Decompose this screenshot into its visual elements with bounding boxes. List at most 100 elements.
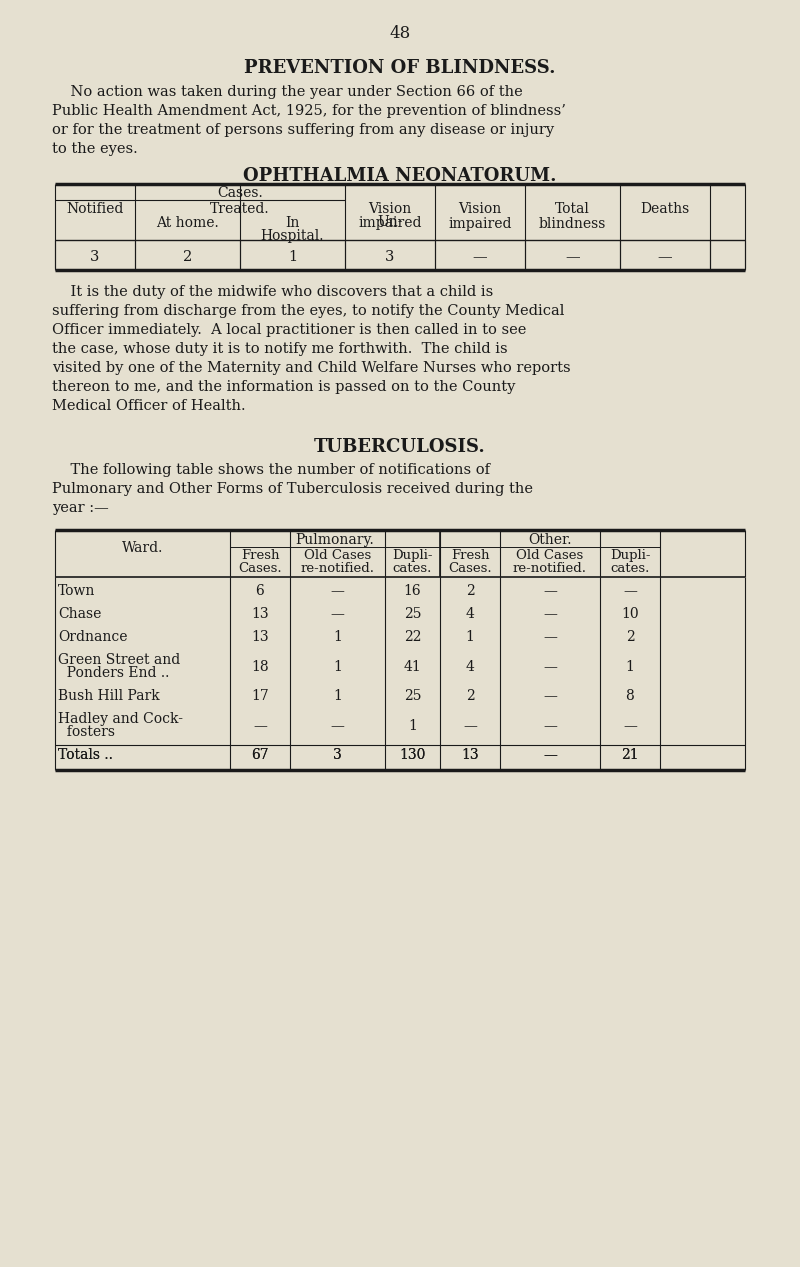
Text: Totals ..: Totals .. <box>58 748 113 761</box>
Text: 25: 25 <box>404 607 422 621</box>
Text: Officer immediately.  A local practitioner is then called in to see: Officer immediately. A local practitione… <box>52 323 526 337</box>
Text: —: — <box>543 584 557 598</box>
Text: —: — <box>330 607 345 621</box>
Text: In: In <box>286 215 300 231</box>
Text: 3: 3 <box>386 250 394 264</box>
Text: Vision: Vision <box>368 201 412 215</box>
Text: re-notified.: re-notified. <box>513 563 587 575</box>
Text: Other.: Other. <box>528 533 572 547</box>
Text: or for the treatment of persons suffering from any disease or injury: or for the treatment of persons sufferin… <box>52 123 554 137</box>
Text: 13: 13 <box>251 630 269 644</box>
Text: 4: 4 <box>466 660 474 674</box>
Text: Town: Town <box>58 584 95 598</box>
Text: 25: 25 <box>404 689 422 703</box>
Text: visited by one of the Maternity and Child Welfare Nurses who reports: visited by one of the Maternity and Chil… <box>52 361 570 375</box>
Text: Vision: Vision <box>458 201 502 215</box>
Text: Total: Total <box>555 201 590 215</box>
Text: 130: 130 <box>399 748 426 761</box>
Text: 13: 13 <box>461 748 479 761</box>
Text: Hadley and Cock-: Hadley and Cock- <box>58 712 183 726</box>
Text: —: — <box>565 250 580 264</box>
Text: re-notified.: re-notified. <box>301 563 374 575</box>
Text: Deaths: Deaths <box>640 201 690 215</box>
Text: Pulmonary.: Pulmonary. <box>296 533 374 547</box>
Text: the case, whose duty it is to notify me forthwith.  The child is: the case, whose duty it is to notify me … <box>52 342 508 356</box>
Text: 1: 1 <box>333 660 342 674</box>
Text: Public Health Amendment Act, 1925, for the prevention of blindness’: Public Health Amendment Act, 1925, for t… <box>52 104 566 118</box>
Text: —: — <box>658 250 672 264</box>
Text: Un-: Un- <box>378 215 402 229</box>
Text: 13: 13 <box>251 607 269 621</box>
Text: TUBERCULOSIS.: TUBERCULOSIS. <box>314 438 486 456</box>
Text: 8: 8 <box>626 689 634 703</box>
Text: impaired: impaired <box>358 215 422 231</box>
Text: 3: 3 <box>90 250 100 264</box>
Text: Green Street and: Green Street and <box>58 653 180 666</box>
Text: 2: 2 <box>626 630 634 644</box>
Text: Treated.: Treated. <box>210 201 270 215</box>
Text: No action was taken during the year under Section 66 of the: No action was taken during the year unde… <box>52 85 522 99</box>
Text: —: — <box>623 718 637 734</box>
Text: —: — <box>543 607 557 621</box>
Text: 1: 1 <box>466 630 474 644</box>
Text: —: — <box>543 748 557 761</box>
Text: blindness: blindness <box>539 217 606 231</box>
Text: 21: 21 <box>621 748 639 761</box>
Text: cates.: cates. <box>393 563 432 575</box>
Text: Notified: Notified <box>66 201 124 215</box>
Text: Cases.: Cases. <box>217 186 263 200</box>
Text: —: — <box>463 718 477 734</box>
Text: PREVENTION OF BLINDNESS.: PREVENTION OF BLINDNESS. <box>244 60 556 77</box>
Text: 2: 2 <box>183 250 192 264</box>
Text: It is the duty of the midwife who discovers that a child is: It is the duty of the midwife who discov… <box>52 285 494 299</box>
Text: Ordnance: Ordnance <box>58 630 127 644</box>
Text: Chase: Chase <box>58 607 102 621</box>
Text: —: — <box>623 584 637 598</box>
Text: —: — <box>543 689 557 703</box>
Text: —: — <box>330 584 345 598</box>
Text: Dupli-: Dupli- <box>392 549 433 563</box>
Text: Ponders End ..: Ponders End .. <box>58 666 170 680</box>
Text: thereon to me, and the information is passed on to the County: thereon to me, and the information is pa… <box>52 380 515 394</box>
Text: 18: 18 <box>251 660 269 674</box>
Text: 2: 2 <box>466 584 474 598</box>
Text: The following table shows the number of notifications of: The following table shows the number of … <box>52 462 490 476</box>
Text: Old Cases: Old Cases <box>516 549 584 563</box>
Text: 21: 21 <box>621 748 639 761</box>
Text: Dupli-: Dupli- <box>610 549 650 563</box>
Text: —: — <box>473 250 487 264</box>
Text: Pulmonary and Other Forms of Tuberculosis received during the: Pulmonary and Other Forms of Tuberculosi… <box>52 481 533 495</box>
Text: Hospital.: Hospital. <box>261 229 324 243</box>
Text: Fresh: Fresh <box>241 549 279 563</box>
Text: 17: 17 <box>251 689 269 703</box>
Text: OPHTHALMIA NEONATORUM.: OPHTHALMIA NEONATORUM. <box>243 167 557 185</box>
Text: —: — <box>330 718 345 734</box>
Text: 1: 1 <box>626 660 634 674</box>
Text: 2: 2 <box>466 689 474 703</box>
Text: cates.: cates. <box>610 563 650 575</box>
Text: Ward.: Ward. <box>122 541 163 555</box>
Text: 3: 3 <box>333 748 342 761</box>
Text: 67: 67 <box>251 748 269 761</box>
Text: —: — <box>543 630 557 644</box>
Text: Cases.: Cases. <box>238 563 282 575</box>
Text: suffering from discharge from the eyes, to notify the County Medical: suffering from discharge from the eyes, … <box>52 304 564 318</box>
Text: Old Cases: Old Cases <box>304 549 371 563</box>
Text: 130: 130 <box>399 748 426 761</box>
Text: year :—: year :— <box>52 500 109 514</box>
Text: fosters: fosters <box>58 725 115 739</box>
Text: Bush Hill Park: Bush Hill Park <box>58 689 160 703</box>
Text: 16: 16 <box>404 584 422 598</box>
Text: Fresh: Fresh <box>450 549 490 563</box>
Text: —: — <box>543 718 557 734</box>
Text: 1: 1 <box>288 250 297 264</box>
Text: 1: 1 <box>333 689 342 703</box>
Text: —: — <box>253 718 267 734</box>
Text: 13: 13 <box>461 748 479 761</box>
Text: 67: 67 <box>251 748 269 761</box>
Text: Totals ..: Totals .. <box>58 748 113 761</box>
Text: to the eyes.: to the eyes. <box>52 142 138 156</box>
Text: impaired: impaired <box>448 217 512 231</box>
Text: —: — <box>543 660 557 674</box>
Text: 22: 22 <box>404 630 422 644</box>
